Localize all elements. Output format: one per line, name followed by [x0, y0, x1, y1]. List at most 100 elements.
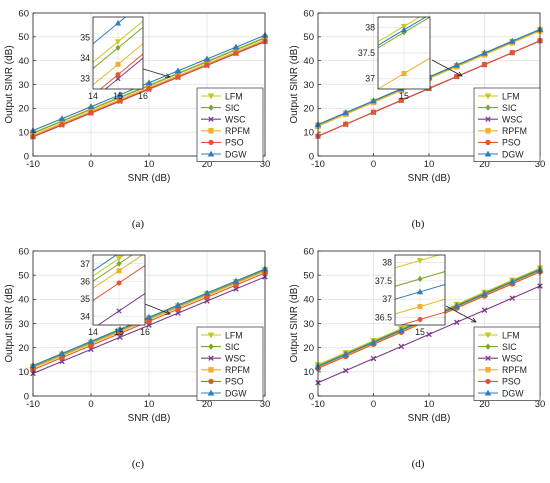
inset-frame [377, 16, 431, 90]
inset-point-wsc [116, 308, 122, 314]
data-point-dgw [370, 338, 377, 345]
legend-label-pso: PSO [225, 138, 244, 148]
legend-marker-sic [208, 104, 214, 111]
inset-point-dgw [400, 26, 408, 33]
zoom-arrow [445, 305, 477, 323]
inset-y-tick-label: 36.5 [375, 313, 392, 323]
x-tick-label: 0 [88, 399, 93, 410]
x-tick-label: 20 [202, 159, 213, 170]
x-tick-label: 10 [144, 159, 155, 170]
inset-frame [92, 16, 144, 90]
y-tick-label: 50 [303, 32, 314, 43]
legend-label-lfm: LFM [502, 330, 520, 340]
x-tick-label: 20 [479, 159, 490, 170]
y-tick-label: 0 [24, 151, 29, 162]
inset-x-tick-label: 15 [114, 327, 124, 337]
inset-point-dgw [416, 288, 424, 295]
x-tick-label: 30 [260, 159, 271, 170]
legend-marker-dgw [207, 150, 215, 157]
zoom-arrow-head [164, 310, 171, 315]
legend-marker-pso [485, 139, 491, 146]
data-point-pso [509, 49, 516, 56]
x-tick-label: 20 [479, 399, 490, 410]
data-point-dgw [508, 37, 516, 44]
inset-x-tick-label: 15 [415, 327, 425, 337]
inset-point-sic [115, 44, 121, 51]
y-axis-label: Output SINR (dB) [4, 284, 15, 362]
y-tick-label: 50 [303, 270, 314, 281]
panel-caption: (d) [412, 458, 425, 470]
inset-zoom: 14 15 16 34 35 36 37 [80, 254, 150, 337]
inset-y-tick-label: 35 [80, 294, 90, 304]
y-tick-label: 40 [303, 56, 314, 67]
legend-label-lfm: LFM [502, 91, 520, 101]
data-point-dgw [174, 67, 182, 74]
data-point-dgw [116, 91, 124, 98]
inset-zoom: 15 36.5 37 37.5 38 [375, 254, 446, 337]
legend-label-lfm: LFM [225, 91, 243, 101]
zoom-arrow [431, 59, 463, 77]
inset-x-tick-label: 14 [88, 91, 98, 101]
legend-label-wsc: WSC [225, 354, 246, 364]
data-point-wsc [117, 334, 123, 341]
data-point-wsc [398, 343, 405, 350]
legend-marker-dgw [207, 389, 215, 396]
data-point-pso [342, 121, 349, 127]
legend-box [473, 326, 541, 401]
y-axis-label: Output SINR (dB) [289, 284, 300, 362]
inset-y-tick-label: 36 [80, 276, 90, 286]
legend-marker-dgw [484, 150, 492, 157]
inset-y-tick-label: 37.5 [375, 276, 392, 286]
data-point-wsc [146, 322, 152, 328]
panel-caption: (b) [412, 218, 425, 230]
legend-label-wsc: WSC [502, 354, 523, 364]
x-axis-label: SNR (dB) [128, 173, 171, 184]
inset-point-lfm [114, 39, 122, 45]
inset-zoom: 15 37 37.5 38 [358, 16, 431, 101]
inset-frame [394, 254, 446, 326]
legend-marker-wsc [208, 355, 214, 361]
inset-point-rpfm [417, 304, 423, 310]
legend-marker-wsc [208, 116, 214, 122]
y-tick-label: 60 [303, 246, 314, 257]
inset-point-lfm [416, 258, 424, 264]
x-tick-label: -10 [311, 399, 325, 410]
x-tick-label: 30 [260, 399, 271, 410]
inset-y-tick-label: 38 [382, 257, 392, 267]
inset-series [93, 17, 143, 89]
data-point-pso [117, 97, 123, 104]
data-point-pso [398, 97, 405, 103]
x-tick-label: 10 [424, 399, 435, 410]
inset-y-tick-label: 35 [80, 33, 90, 43]
legend-box [473, 87, 541, 162]
y-tick-label: 20 [303, 343, 314, 354]
data-point-wsc [233, 286, 239, 292]
x-tick-label: 10 [424, 159, 435, 170]
data-point-pso [233, 50, 239, 56]
y-tick-label: 40 [303, 295, 314, 306]
inset-y-tick-label: 37 [382, 294, 392, 304]
data-point-dgw [370, 97, 377, 104]
legend-label-dgw: DGW [502, 388, 524, 398]
legend-label-sic: SIC [502, 342, 517, 352]
legend-label-lfm: LFM [225, 330, 243, 340]
inset-y-tick-label: 38 [365, 22, 375, 32]
zoom-arrow-head [456, 71, 463, 77]
legend-marker-rpfm [485, 128, 491, 134]
legend-marker-lfm [484, 332, 492, 339]
x-tick-label: -10 [311, 159, 325, 170]
legend-label-wsc: WSC [225, 115, 246, 125]
y-tick-label: 0 [309, 391, 314, 402]
inset-x-tick-label: 14 [88, 327, 98, 337]
y-tick-label: 50 [18, 270, 29, 281]
x-tick-label: 0 [88, 159, 93, 170]
y-axis-label: Output SINR (dB) [4, 45, 15, 123]
legend-marker-sic [485, 104, 491, 111]
inset-point-rpfm [116, 268, 122, 274]
